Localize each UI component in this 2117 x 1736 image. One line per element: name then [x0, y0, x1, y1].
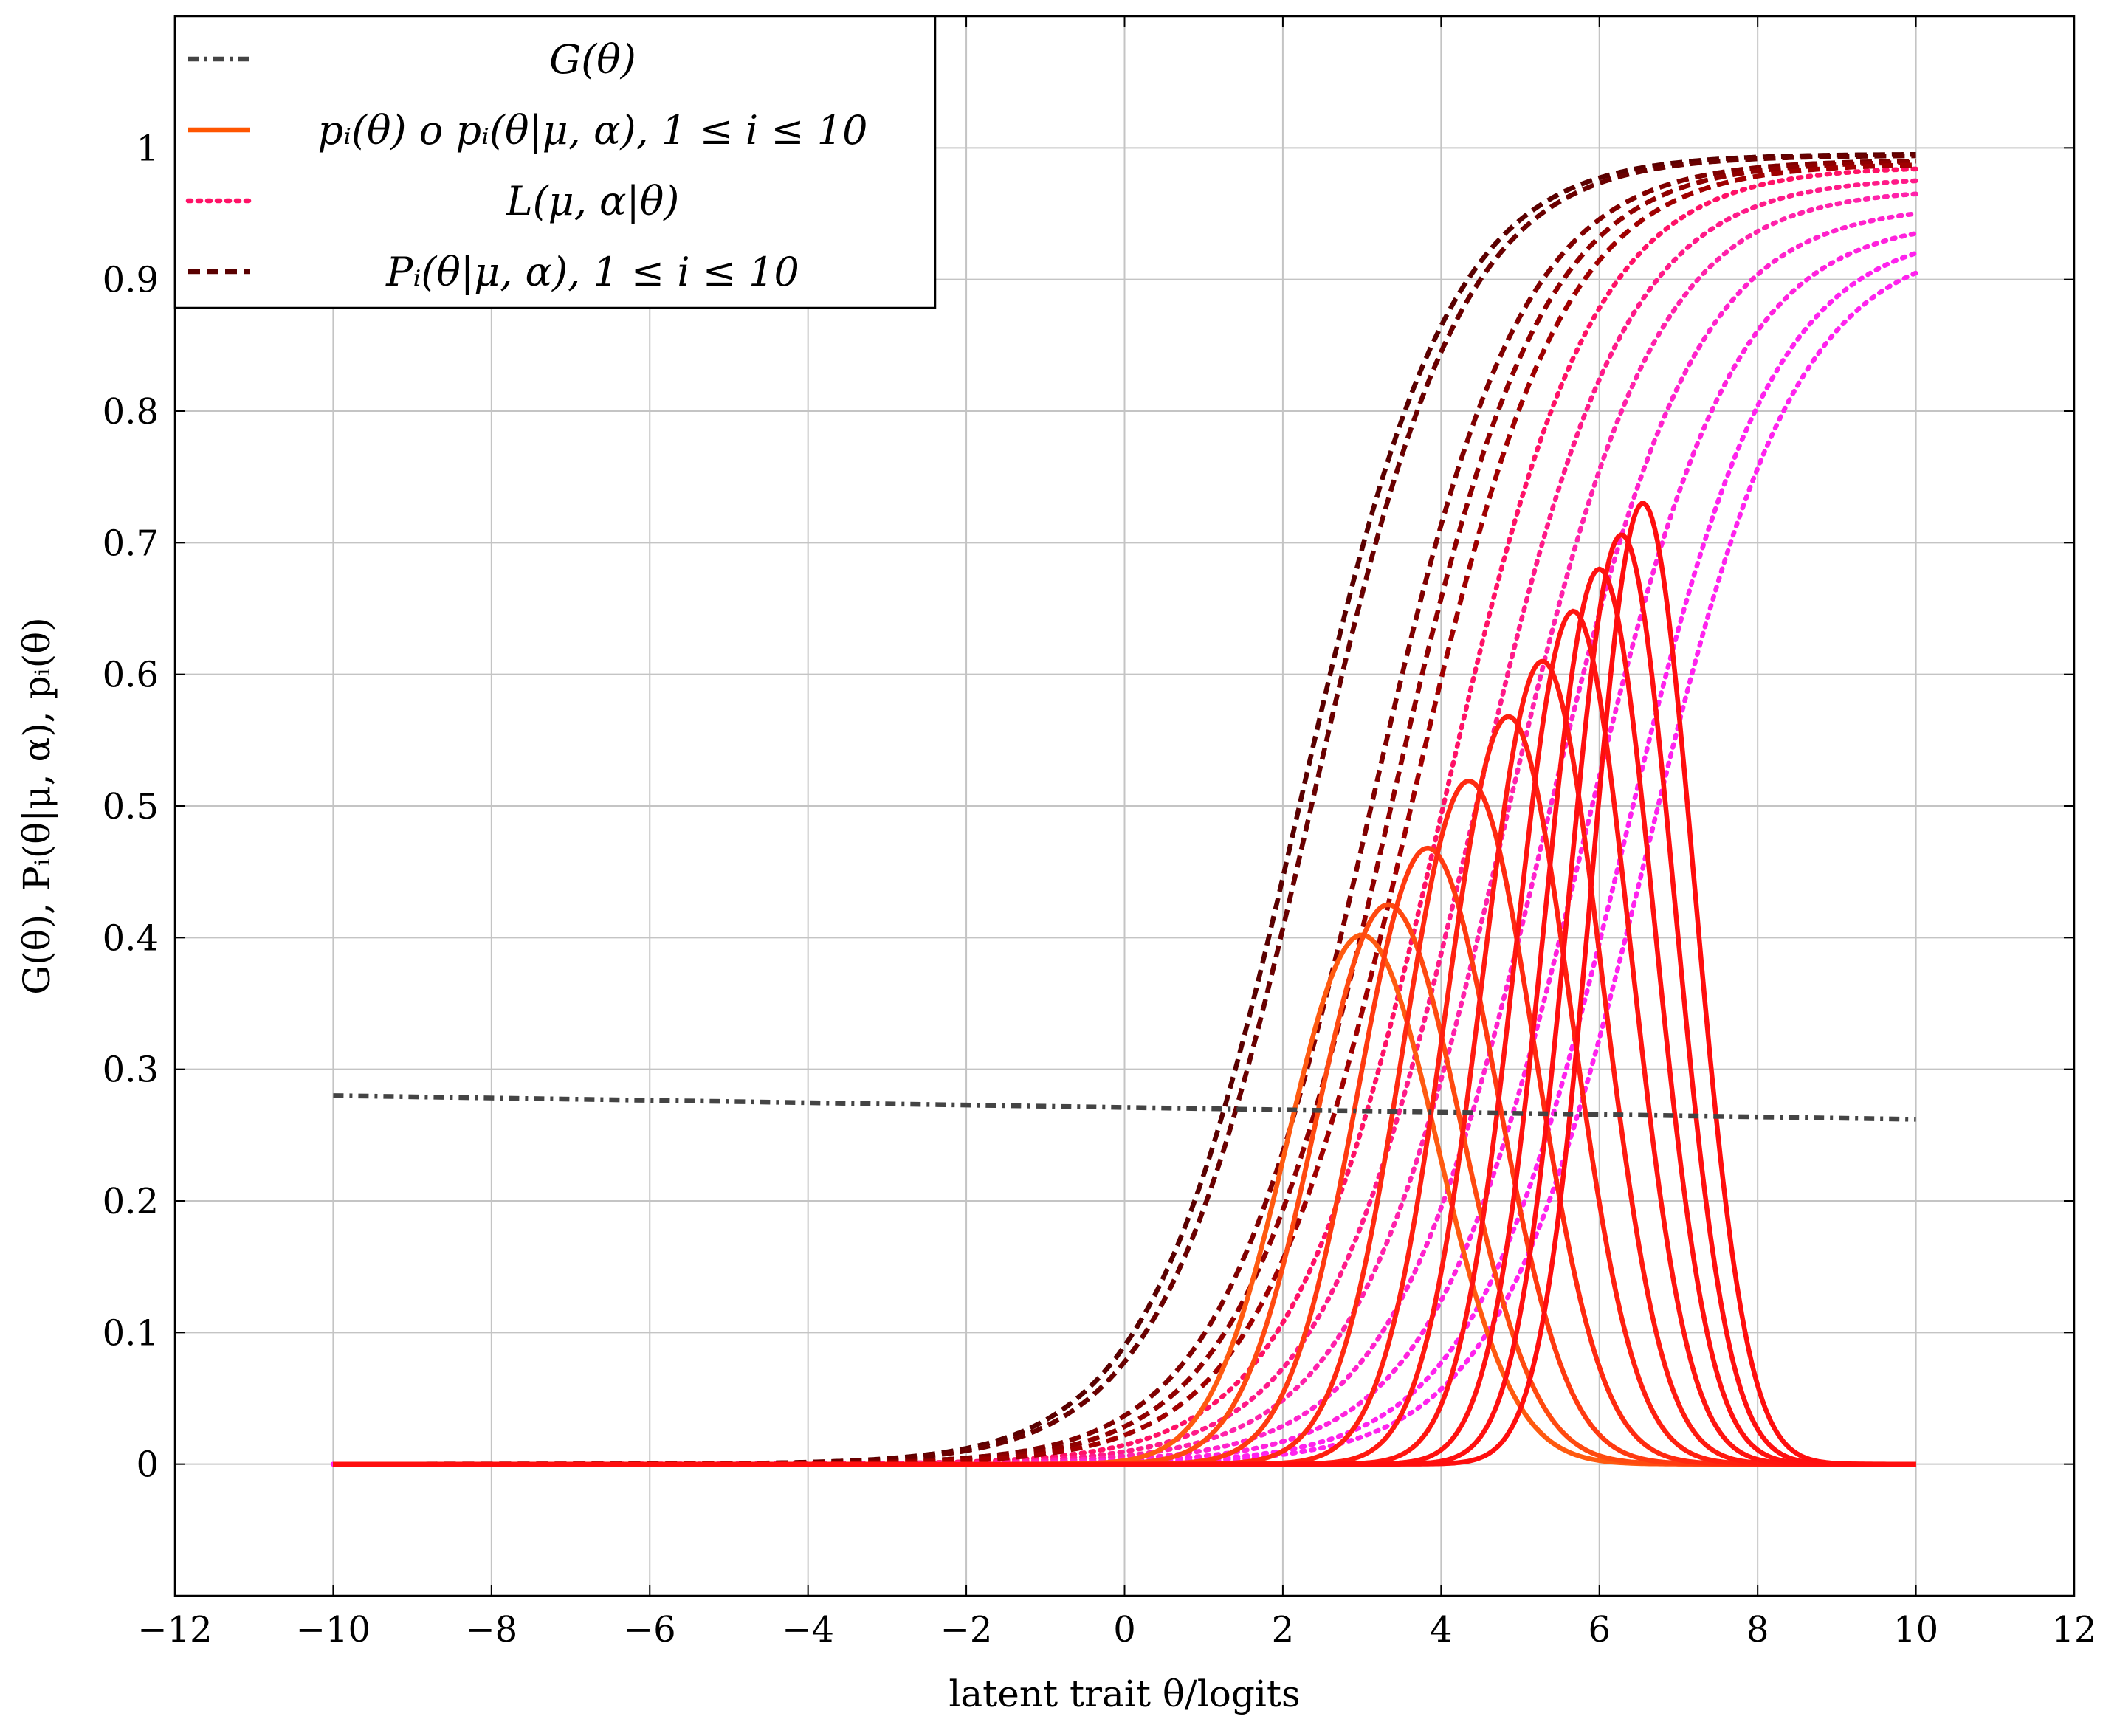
legend-label: pᵢ(θ) o pᵢ(θ|μ, α), 1 ≤ i ≤ 10 — [318, 107, 868, 154]
legend-label: G(θ) — [549, 36, 636, 83]
y-tick-label: 0 — [136, 1444, 159, 1486]
legend: G(θ) pᵢ(θ) o pᵢ(θ|μ, α), 1 ≤ i ≤ 10 L(μ, α… — [173, 15, 937, 309]
x-tick-label: −10 — [296, 1609, 371, 1650]
y-tick-label: 0.2 — [103, 1181, 159, 1222]
series-p10 — [333, 501, 1916, 1467]
y-tick-label: 0.1 — [103, 1312, 159, 1354]
x-tick-label: −8 — [465, 1609, 517, 1650]
curves — [331, 152, 1918, 1467]
x-tick-label: −4 — [782, 1609, 834, 1650]
x-tick-label: 6 — [1588, 1609, 1611, 1650]
y-tick-label: 1 — [136, 128, 159, 169]
legend-box — [173, 15, 937, 309]
x-tick-label: 10 — [1893, 1609, 1938, 1650]
legend-label: L(μ, α|θ) — [506, 178, 680, 224]
x-tick-label: 4 — [1430, 1609, 1453, 1650]
ticks: −12 −10 −8 −6 −4 −2 0 2 4 6 8 10 12 0 0.1 0.2 0.3 0.4 0.5 0… — [103, 16, 2097, 1650]
x-tick-label: −2 — [940, 1609, 993, 1650]
y-tick-label: 0.9 — [103, 260, 159, 301]
x-axis-label: latent trait θ/logits — [949, 1673, 1300, 1715]
x-tick-label: 2 — [1272, 1609, 1295, 1650]
y-axis-label: G(θ), Pᵢ(θ|μ, α), pᵢ(θ) — [16, 617, 58, 995]
x-tick-label: −6 — [624, 1609, 676, 1650]
x-tick-label: 12 — [2051, 1609, 2096, 1650]
y-tick-label: 0.5 — [103, 786, 159, 827]
x-tick-label: 8 — [1746, 1609, 1769, 1650]
legend-label: Pᵢ(θ|μ, α), 1 ≤ i ≤ 10 — [385, 249, 799, 295]
y-tick-label: 0.4 — [103, 917, 159, 959]
y-tick-label: 0.6 — [103, 655, 159, 696]
x-tick-label: −12 — [137, 1609, 212, 1650]
y-tick-label: 0.3 — [103, 1050, 159, 1091]
y-tick-label: 0.7 — [103, 523, 159, 564]
y-tick-label: 0.8 — [103, 391, 159, 433]
x-tick-label: 0 — [1113, 1609, 1136, 1650]
